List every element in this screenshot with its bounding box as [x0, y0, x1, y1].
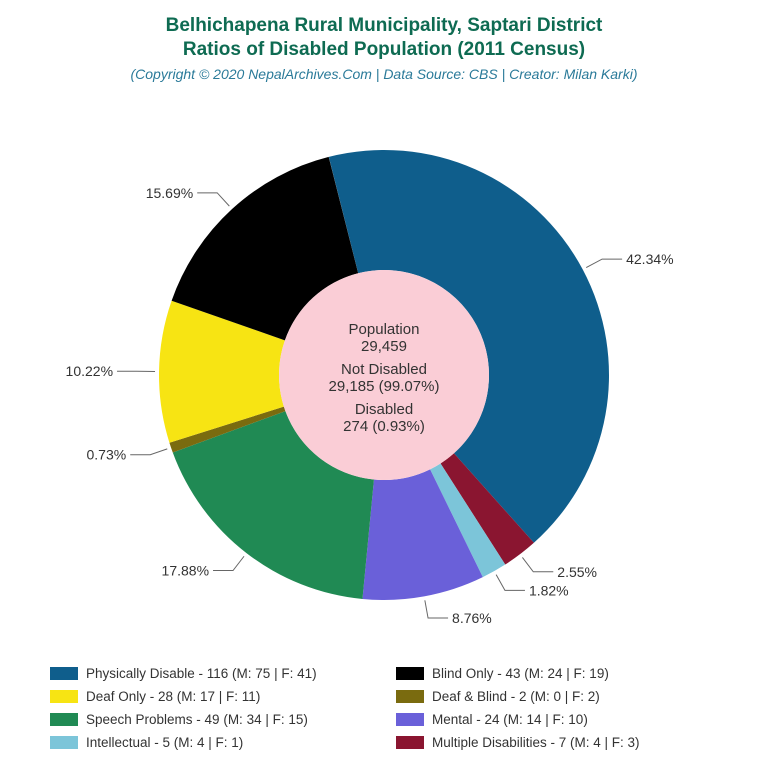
legend-swatch [50, 690, 78, 703]
center-group-0: Population29,459 [284, 321, 484, 355]
legend-label: Deaf Only - 28 (M: 17 | F: 11) [86, 689, 260, 704]
center-label: Not Disabled [284, 361, 484, 378]
legend-swatch [396, 690, 424, 703]
legend-label: Physically Disable - 116 (M: 75 | F: 41) [86, 666, 317, 681]
leader-blind_only [197, 193, 229, 206]
center-group-1: Not Disabled29,185 (99.07%) [284, 361, 484, 395]
slice-label-speech: 17.88% [162, 562, 209, 578]
leader-mental [425, 600, 448, 618]
legend-swatch [50, 736, 78, 749]
legend: Physically Disable - 116 (M: 75 | F: 41)… [50, 666, 718, 750]
legend-item: Blind Only - 43 (M: 24 | F: 19) [396, 666, 718, 681]
legend-item: Speech Problems - 49 (M: 34 | F: 15) [50, 712, 372, 727]
legend-label: Speech Problems - 49 (M: 34 | F: 15) [86, 712, 308, 727]
legend-item: Deaf & Blind - 2 (M: 0 | F: 2) [396, 689, 718, 704]
legend-item: Multiple Disabilities - 7 (M: 4 | F: 3) [396, 735, 718, 750]
legend-swatch [396, 713, 424, 726]
center-label: Population [284, 321, 484, 338]
legend-label: Multiple Disabilities - 7 (M: 4 | F: 3) [432, 735, 640, 750]
slice-label-intellectual: 1.82% [529, 582, 569, 598]
legend-item: Physically Disable - 116 (M: 75 | F: 41) [50, 666, 372, 681]
slice-label-physically_disable: 42.34% [626, 251, 673, 267]
leader-deaf_blind [130, 449, 167, 455]
center-text: Population29,459 Not Disabled29,185 (99.0… [284, 315, 484, 441]
slice-label-blind_only: 15.69% [146, 185, 193, 201]
legend-label: Mental - 24 (M: 14 | F: 10) [432, 712, 588, 727]
leader-speech [213, 556, 244, 570]
legend-label: Intellectual - 5 (M: 4 | F: 1) [86, 735, 243, 750]
legend-label: Deaf & Blind - 2 (M: 0 | F: 2) [432, 689, 600, 704]
center-value: 29,459 [284, 338, 484, 355]
slice-label-multiple: 2.55% [557, 564, 597, 580]
leader-multiple [522, 557, 553, 571]
legend-item: Deaf Only - 28 (M: 17 | F: 11) [50, 689, 372, 704]
center-value: 29,185 (99.07%) [284, 378, 484, 395]
center-group-2: Disabled274 (0.93%) [284, 401, 484, 435]
legend-item: Mental - 24 (M: 14 | F: 10) [396, 712, 718, 727]
legend-swatch [50, 667, 78, 680]
center-label: Disabled [284, 401, 484, 418]
slice-label-deaf_only: 10.22% [66, 363, 113, 379]
legend-item: Intellectual - 5 (M: 4 | F: 1) [50, 735, 372, 750]
leader-intellectual [496, 575, 525, 591]
leader-physically_disable [586, 259, 622, 267]
legend-swatch [396, 736, 424, 749]
legend-label: Blind Only - 43 (M: 24 | F: 19) [432, 666, 609, 681]
center-value: 274 (0.93%) [284, 418, 484, 435]
slice-label-mental: 8.76% [452, 610, 492, 626]
slice-label-deaf_blind: 0.73% [87, 447, 127, 463]
legend-swatch [50, 713, 78, 726]
legend-swatch [396, 667, 424, 680]
